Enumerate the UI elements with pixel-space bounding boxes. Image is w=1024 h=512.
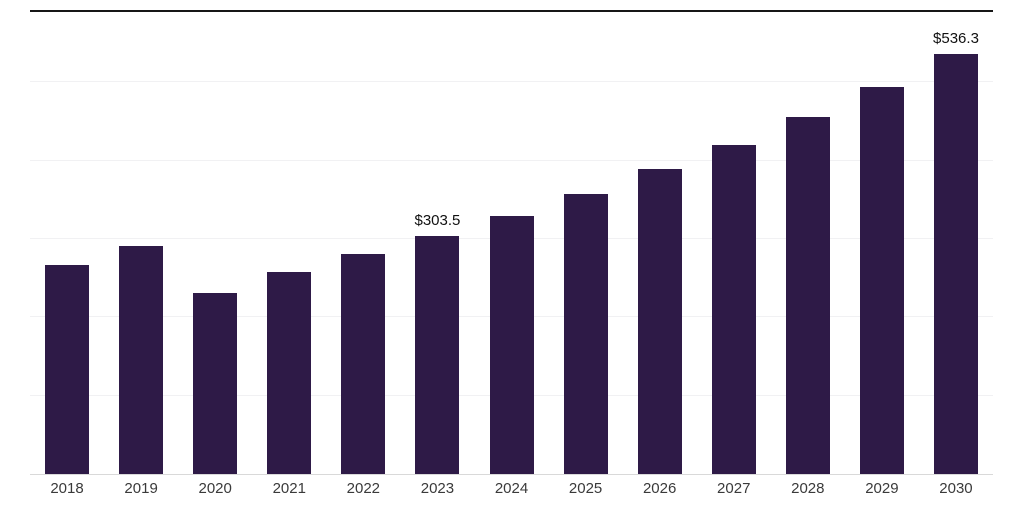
bar-column-2021 xyxy=(252,12,326,474)
gridline-500 xyxy=(30,81,993,82)
bar-column-2026 xyxy=(623,12,697,474)
x-tick-2025: 2025 xyxy=(568,480,603,497)
x-tick-2028: 2028 xyxy=(791,480,825,497)
bar-2030 xyxy=(933,54,978,474)
x-axis: 2018 2019 2020 2021 2022 2023 2024 2025 2026 2027… xyxy=(30,480,993,497)
bar-column-2020 xyxy=(178,12,252,474)
bar-value-label-2023: $303.5 xyxy=(414,212,461,229)
bar-2024 xyxy=(489,216,534,474)
x-tick-2020: 2020 xyxy=(198,480,232,497)
gridline-400 xyxy=(30,160,993,161)
x-tick-2029: 2029 xyxy=(865,480,899,497)
bar-column-2019 xyxy=(104,12,178,474)
bar-column-2025 xyxy=(549,12,623,474)
bar-column-2023: $303.5 xyxy=(400,12,474,474)
x-tick-2018: 2018 xyxy=(50,480,84,497)
x-tick-2019: 2019 xyxy=(124,480,158,497)
bar-column-2018 xyxy=(30,12,104,474)
x-tick-2030: 2030 xyxy=(939,480,973,497)
x-tick-2026: 2026 xyxy=(642,480,677,497)
bar-column-2030: $536.3 xyxy=(919,12,993,474)
bar-2020 xyxy=(193,293,238,474)
bar-2018 xyxy=(45,265,90,474)
bar-column-2022 xyxy=(326,12,400,474)
x-tick-2023: 2023 xyxy=(420,480,455,497)
bar-2027 xyxy=(711,145,756,474)
x-tick-2024: 2024 xyxy=(494,480,529,497)
bar-2021 xyxy=(267,272,312,474)
x-tick-2027: 2027 xyxy=(717,480,751,497)
x-tick-2021: 2021 xyxy=(272,480,306,497)
bar-2019 xyxy=(119,246,164,474)
bar-2025 xyxy=(563,194,608,474)
bar-2026 xyxy=(637,169,682,474)
bar-2028 xyxy=(785,117,830,474)
bar-column-2029 xyxy=(845,12,919,474)
bar-2029 xyxy=(859,87,904,474)
x-tick-2022: 2022 xyxy=(346,480,381,497)
bar-column-2024 xyxy=(474,12,548,474)
bars-container: $303.5 $536.3 xyxy=(30,12,993,474)
bar-column-2028 xyxy=(771,12,845,474)
plot-area: $303.5 $536.3 xyxy=(30,10,993,475)
bar-column-2027 xyxy=(697,12,771,474)
bar-value-label-2030: $536.3 xyxy=(933,30,979,47)
bar-2023 xyxy=(415,236,460,474)
bar-2022 xyxy=(341,254,386,474)
